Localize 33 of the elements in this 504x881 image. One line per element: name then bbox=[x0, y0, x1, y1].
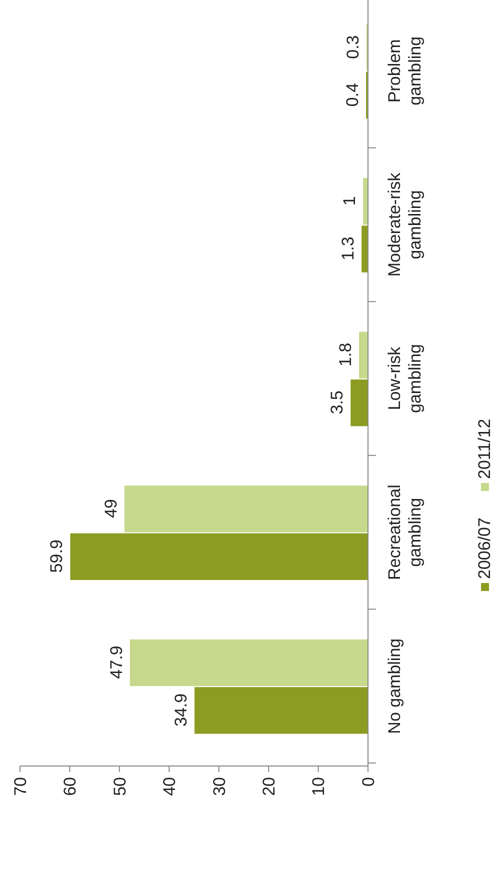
y-tick-label: Recreational gambling bbox=[385, 484, 424, 580]
bar bbox=[359, 332, 368, 378]
y-tick-label: Moderate-risk gambling bbox=[385, 172, 424, 277]
x-tick-label: 30 bbox=[210, 777, 229, 796]
x-tick-label: 60 bbox=[60, 777, 80, 796]
data-label: 3.5 bbox=[328, 390, 347, 414]
data-label: 1.8 bbox=[336, 342, 356, 366]
bar bbox=[70, 533, 368, 580]
data-label: 0.3 bbox=[344, 35, 363, 59]
x-tick-label: 10 bbox=[309, 777, 328, 796]
x-tick-label: 40 bbox=[160, 777, 180, 796]
bar bbox=[350, 380, 368, 426]
text: 2011/12 bbox=[475, 418, 494, 479]
bar bbox=[124, 486, 368, 532]
data-label: 0.4 bbox=[343, 82, 362, 107]
bar bbox=[194, 687, 368, 734]
y-tick-label: Problem gambling bbox=[385, 36, 424, 106]
x-tick-label: 0 bbox=[358, 777, 378, 786]
bar bbox=[362, 226, 368, 272]
bar bbox=[363, 178, 368, 225]
data-label: 34.9 bbox=[171, 693, 190, 726]
data-label: 1.3 bbox=[338, 236, 358, 260]
x-tick-label: 70 bbox=[10, 777, 30, 796]
text: 2006/07 bbox=[475, 518, 494, 579]
data-label: 47.9 bbox=[106, 646, 126, 679]
x-tick-label: 50 bbox=[110, 777, 130, 796]
data-label: 1 bbox=[340, 196, 360, 206]
x-tick-label: 20 bbox=[260, 777, 279, 796]
data-label: 59.9 bbox=[47, 540, 66, 573]
y-tick-label: No gambling bbox=[385, 638, 404, 734]
bar bbox=[130, 639, 368, 686]
y-tick-label: Low-risk gambling bbox=[385, 344, 424, 413]
data-label: 49 bbox=[101, 499, 120, 518]
